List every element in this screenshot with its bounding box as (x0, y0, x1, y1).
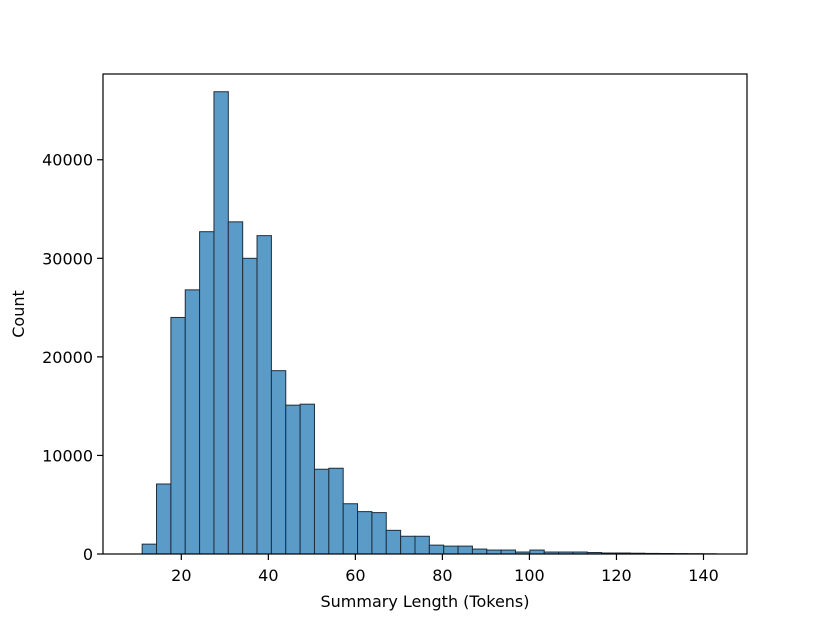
histogram-bar (199, 231, 215, 555)
y-axis-label: Count (9, 290, 28, 338)
y-tick-label: 30000 (42, 249, 93, 268)
histogram-bar (457, 545, 473, 555)
histogram-bar (471, 548, 488, 555)
histogram-bar (299, 403, 315, 555)
plot-frame (102, 73, 748, 555)
histogram-bar (256, 235, 272, 555)
y-tick-label: 40000 (42, 151, 93, 170)
histogram-bar (313, 468, 330, 555)
histogram-bar (227, 221, 244, 555)
histogram-bar (371, 512, 387, 555)
histogram-bar (242, 257, 258, 555)
x-tick-label: 140 (688, 566, 719, 585)
x-tick-label: 20 (171, 566, 191, 585)
x-tick-label: 100 (514, 566, 545, 585)
histogram-bar (400, 535, 416, 555)
histogram-bar (285, 404, 301, 555)
histogram-bar (270, 370, 287, 555)
x-axis-label: Summary Length (Tokens) (320, 592, 529, 611)
histogram-bar (385, 529, 402, 555)
histogram-bar (357, 511, 373, 555)
x-tick-label: 60 (345, 566, 365, 585)
histogram-bar (184, 289, 201, 555)
y-axis-ticks: 0 10000 20000 30000 40000 (42, 151, 103, 564)
histogram-bar (328, 467, 344, 555)
x-tick-label: 120 (601, 566, 632, 585)
histogram-bar (414, 535, 430, 555)
x-tick-label: 40 (258, 566, 278, 585)
x-tick-label: 80 (432, 566, 452, 585)
histogram-bar (141, 543, 158, 555)
histogram-bar (342, 503, 359, 555)
histogram-bars (141, 91, 718, 555)
x-axis-ticks: 20 40 60 80 100 120 140 (171, 554, 719, 585)
histogram-bar (213, 91, 229, 555)
histogram-bar (156, 483, 172, 555)
histogram-bar (443, 545, 459, 555)
histogram-bar (170, 316, 186, 555)
y-tick-label: 10000 (42, 446, 93, 465)
histogram-bar (428, 544, 445, 555)
y-tick-label: 0 (83, 545, 93, 564)
y-tick-label: 20000 (42, 348, 93, 367)
